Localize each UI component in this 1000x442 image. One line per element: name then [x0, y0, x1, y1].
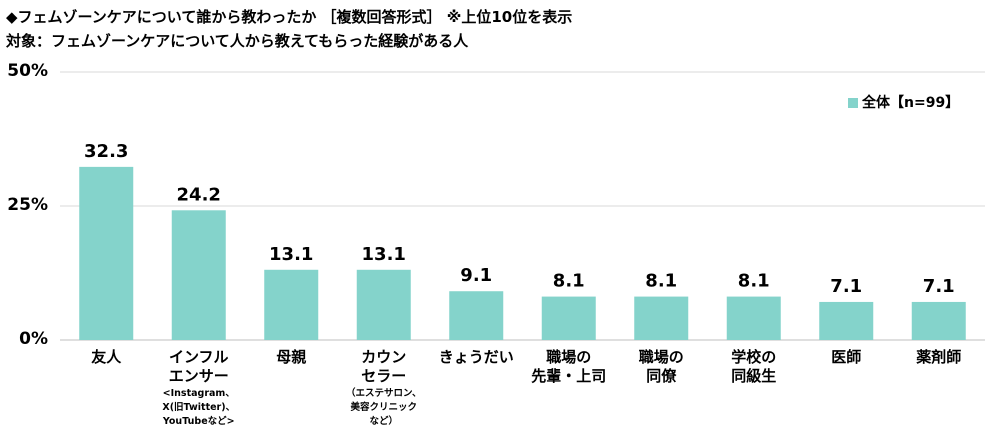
legend: 全体【n=99】 [848, 92, 959, 112]
bar [171, 210, 226, 340]
bar [911, 301, 966, 340]
x-tick-label-line: 母親 [276, 348, 307, 366]
x-tick-label: 職場の 同僚 [615, 348, 707, 386]
y-tick-label: 50% [7, 61, 48, 81]
x-tick-label-line: 同僚 [646, 367, 677, 385]
x-tick-label: インフル エンサー <Instagram、 X(旧Twitter)、 YouTubeなど… [153, 348, 245, 428]
legend-swatch [848, 98, 858, 108]
y-tick-label: 25% [7, 195, 48, 215]
data-label: 8.1 [738, 271, 770, 292]
data-label: 24.2 [177, 184, 221, 205]
x-tick-label-line: 薬剤師 [916, 348, 962, 366]
x-tick-label: きょうだい [430, 348, 522, 367]
x-tick-sublabel: <Instagram、 [162, 388, 235, 399]
x-tick-label-line: セラー [361, 367, 407, 385]
bar [356, 269, 411, 340]
x-tick-label-line: 同級生 [731, 367, 777, 385]
data-label: 32.3 [84, 141, 128, 162]
data-label: 8.1 [645, 271, 677, 292]
x-tick-label-line: きょうだい [438, 348, 514, 366]
bar [264, 269, 319, 340]
data-label: 13.1 [269, 244, 313, 265]
x-tick-sublabel: （エステサロン、 [346, 388, 422, 399]
x-tick-label-line: 職場の [638, 348, 684, 366]
chart-title: ◆フェムゾーンケアについて誰から教わったか ［複数回答形式］ ※上位10位を表示 [6, 8, 573, 26]
x-tick-label: 母親 [245, 348, 337, 367]
x-tick-label-line: 職場の [546, 348, 592, 366]
data-label: 13.1 [362, 244, 406, 265]
x-tick-label-line: 学校の [731, 348, 777, 366]
x-tick-label: 友人 [60, 348, 152, 367]
x-tick-label: カウン セラー （エステサロン、 美容クリニック など） [338, 348, 430, 428]
x-tick-label: 職場の 先輩・上司 [523, 348, 615, 386]
bar [541, 296, 596, 340]
bar [819, 301, 874, 340]
y-tick-label: 0% [19, 329, 48, 349]
x-tick-label: 薬剤師 [893, 348, 985, 367]
data-label: 7.1 [830, 276, 862, 297]
data-label: 7.1 [923, 276, 955, 297]
x-tick-sublabel: など） [369, 416, 398, 427]
x-tick-sublabel: YouTubeなど> [162, 416, 235, 427]
data-label: 9.1 [460, 265, 492, 286]
bar [79, 166, 134, 340]
bar [449, 291, 504, 340]
x-tick-label-line: 友人 [91, 348, 122, 366]
x-tick-label-line: カウン [361, 348, 407, 366]
chart-subtitle: 対象：フェムゾーンケアについて人から教えてもらった経験がある人 [6, 32, 469, 50]
data-label: 8.1 [553, 271, 585, 292]
x-tick-label-line: 先輩・上司 [531, 367, 607, 385]
x-tick-label: 医師 [800, 348, 892, 367]
x-tick-label: 学校の 同級生 [708, 348, 800, 386]
bar [726, 296, 781, 340]
legend-label: 全体【n=99】 [862, 95, 960, 111]
x-tick-sublabel: X(旧Twitter)、 [162, 402, 236, 413]
x-tick-label-line: 医師 [831, 348, 862, 366]
bar [634, 296, 689, 340]
x-tick-label-line: インフル [168, 348, 229, 366]
x-tick-sublabel: 美容クリニック [350, 402, 417, 413]
x-tick-label-line: エンサー [168, 367, 229, 385]
